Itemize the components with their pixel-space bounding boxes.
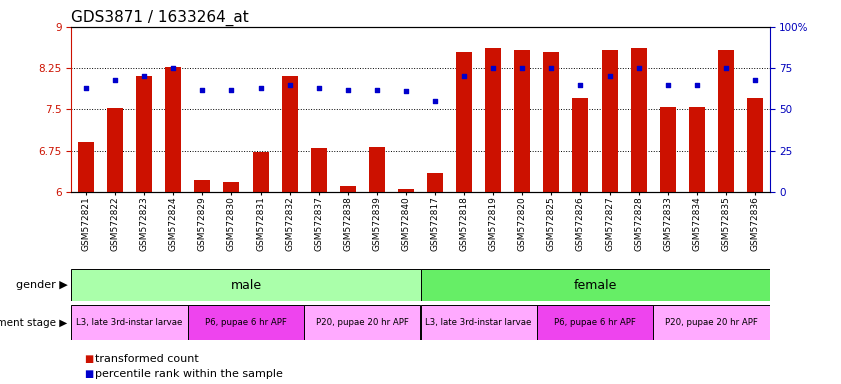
Bar bbox=[310, 148, 326, 192]
Bar bbox=[485, 48, 501, 192]
Bar bbox=[537, 305, 653, 340]
Bar bbox=[166, 66, 182, 192]
Bar bbox=[369, 147, 385, 192]
Text: L3, late 3rd-instar larvae: L3, late 3rd-instar larvae bbox=[426, 318, 532, 327]
Bar bbox=[659, 107, 675, 192]
Point bbox=[370, 86, 383, 93]
Text: P20, pupae 20 hr APF: P20, pupae 20 hr APF bbox=[665, 318, 758, 327]
Point bbox=[428, 98, 442, 104]
Bar bbox=[340, 187, 356, 192]
Point bbox=[458, 73, 471, 79]
Bar bbox=[689, 107, 705, 192]
Point bbox=[719, 65, 733, 71]
Point bbox=[341, 86, 355, 93]
Text: development stage ▶: development stage ▶ bbox=[0, 318, 67, 328]
Text: percentile rank within the sample: percentile rank within the sample bbox=[95, 369, 283, 379]
Point bbox=[79, 85, 93, 91]
Bar bbox=[224, 182, 240, 192]
Bar bbox=[188, 305, 304, 340]
Point bbox=[486, 65, 500, 71]
Bar bbox=[136, 76, 152, 192]
Text: transformed count: transformed count bbox=[95, 354, 198, 364]
Point bbox=[283, 82, 296, 88]
Bar bbox=[653, 305, 770, 340]
Point bbox=[108, 77, 122, 83]
Point bbox=[574, 82, 587, 88]
Point bbox=[225, 86, 238, 93]
Text: ■: ■ bbox=[84, 354, 93, 364]
Bar bbox=[573, 98, 589, 192]
Point bbox=[603, 73, 616, 79]
Point bbox=[196, 86, 209, 93]
Bar bbox=[631, 48, 647, 192]
Bar bbox=[398, 189, 414, 192]
Bar bbox=[420, 305, 537, 340]
Text: female: female bbox=[574, 279, 616, 291]
Point bbox=[167, 65, 180, 71]
Bar bbox=[515, 50, 531, 192]
Bar bbox=[304, 305, 420, 340]
Bar bbox=[427, 173, 443, 192]
Text: P6, pupae 6 hr APF: P6, pupae 6 hr APF bbox=[205, 318, 287, 327]
Bar bbox=[252, 152, 268, 192]
Bar bbox=[543, 51, 559, 192]
Bar bbox=[78, 142, 94, 192]
Bar bbox=[718, 50, 734, 192]
Bar bbox=[194, 180, 210, 192]
Bar bbox=[601, 50, 617, 192]
Point bbox=[632, 65, 645, 71]
Point bbox=[748, 77, 762, 83]
Point bbox=[690, 82, 704, 88]
Text: P6, pupae 6 hr APF: P6, pupae 6 hr APF bbox=[554, 318, 636, 327]
Text: gender ▶: gender ▶ bbox=[15, 280, 67, 290]
Bar bbox=[420, 269, 770, 301]
Point bbox=[312, 85, 325, 91]
Text: L3, late 3rd-instar larvae: L3, late 3rd-instar larvae bbox=[77, 318, 182, 327]
Bar bbox=[107, 108, 123, 192]
Bar bbox=[71, 269, 420, 301]
Text: GDS3871 / 1633264_at: GDS3871 / 1633264_at bbox=[71, 9, 249, 25]
Text: ■: ■ bbox=[84, 369, 93, 379]
Point bbox=[545, 65, 558, 71]
Point bbox=[516, 65, 529, 71]
Point bbox=[399, 88, 413, 94]
Text: male: male bbox=[230, 279, 262, 291]
Point bbox=[661, 82, 674, 88]
Bar bbox=[456, 51, 472, 192]
Bar bbox=[71, 305, 188, 340]
Point bbox=[254, 85, 267, 91]
Bar bbox=[282, 76, 298, 192]
Bar bbox=[747, 98, 763, 192]
Text: P20, pupae 20 hr APF: P20, pupae 20 hr APF bbox=[316, 318, 409, 327]
Point bbox=[137, 73, 151, 79]
